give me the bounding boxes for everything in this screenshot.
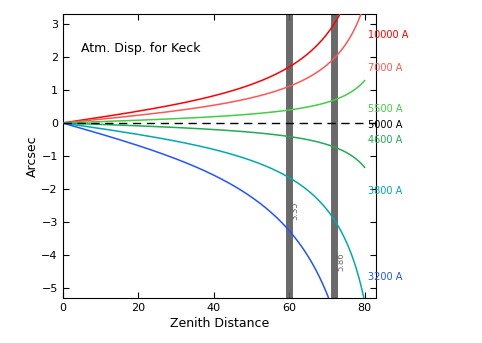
Text: 7000 A: 7000 A xyxy=(368,63,403,73)
X-axis label: Zenith Distance: Zenith Distance xyxy=(170,317,269,330)
Text: 4600 A: 4600 A xyxy=(368,135,402,145)
Text: 3.35': 3.35' xyxy=(291,199,300,220)
Text: 5500 A: 5500 A xyxy=(368,104,403,114)
Text: Atm. Disp. for Keck: Atm. Disp. for Keck xyxy=(81,42,201,55)
Text: 5.86': 5.86' xyxy=(336,250,345,271)
Y-axis label: Arcsec: Arcsec xyxy=(26,135,39,177)
Text: 5000 A: 5000 A xyxy=(368,120,403,130)
Text: 10000 A: 10000 A xyxy=(368,30,409,40)
Text: 3200 A: 3200 A xyxy=(368,272,403,282)
Text: 3800 A: 3800 A xyxy=(368,186,402,196)
